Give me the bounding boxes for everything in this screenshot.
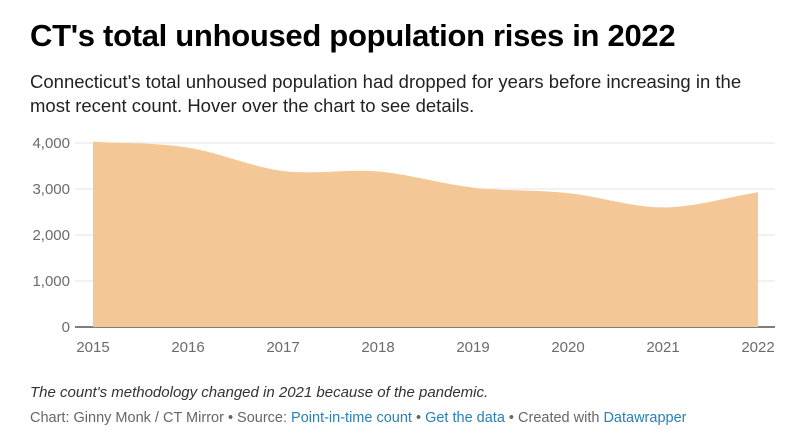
y-tick-label: 2,000 <box>32 227 70 244</box>
chart-footer: Chart: Ginny Monk / CT Mirror • Source: … <box>30 410 686 426</box>
y-axis: 0 1,000 2,000 3,000 4,000 <box>32 135 70 336</box>
y-tick-label: 1,000 <box>32 273 70 290</box>
x-tick-label: 2021 <box>646 339 679 356</box>
data-point-2018[interactable] <box>375 169 381 175</box>
get-data-link[interactable]: Get the data <box>425 410 505 426</box>
series-area[interactable] <box>90 139 761 327</box>
data-point-2019[interactable] <box>470 185 476 191</box>
x-tick-label: 2018 <box>361 339 394 356</box>
y-tick-label: 3,000 <box>32 181 70 198</box>
data-point-2020[interactable] <box>565 190 571 196</box>
x-tick-label: 2017 <box>266 339 299 356</box>
y-tick-label: 0 <box>62 319 70 336</box>
x-tick-label: 2015 <box>76 339 109 356</box>
data-point-2021[interactable] <box>660 204 666 210</box>
data-point-2017[interactable] <box>280 168 286 174</box>
x-tick-label: 2020 <box>551 339 584 356</box>
area-fill[interactable] <box>93 141 758 327</box>
footer-credit: Chart: Ginny Monk / CT Mirror • Source: <box>30 410 292 426</box>
x-tick-label: 2016 <box>171 339 204 356</box>
chart-subtitle: Connecticut's total unhoused population … <box>30 71 742 116</box>
x-tick-label: 2022 <box>741 339 774 356</box>
source-link[interactable]: Point-in-time count <box>291 410 412 426</box>
chart-title: CT's total unhoused population rises in … <box>30 18 676 53</box>
datawrapper-link[interactable]: Datawrapper <box>603 410 687 426</box>
chart-notes: The count's methodology changed in 2021 … <box>30 384 489 401</box>
footer-created: • Created with <box>504 410 604 426</box>
data-point-2016[interactable] <box>185 145 191 151</box>
y-tick-label: 4,000 <box>32 135 70 152</box>
footer-separator: • <box>411 410 426 426</box>
x-tick-label: 2019 <box>456 339 489 356</box>
data-point-2015[interactable] <box>90 139 96 145</box>
data-point-2022[interactable] <box>755 189 761 195</box>
x-axis: 2015 2016 2017 2018 2019 2020 2021 2022 <box>76 339 774 356</box>
